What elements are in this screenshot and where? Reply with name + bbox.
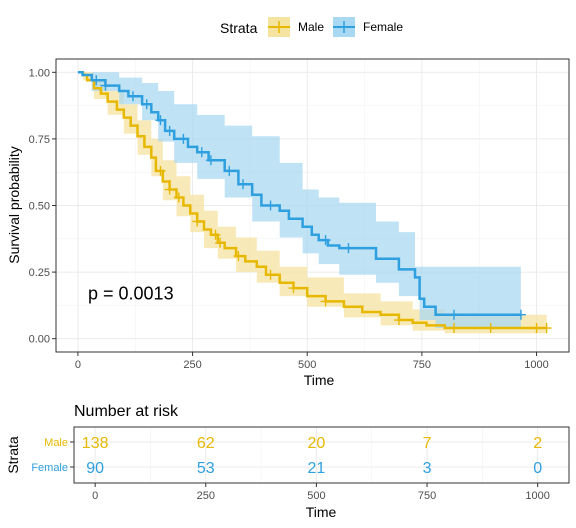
censor-mark-female <box>141 99 152 110</box>
risk-row-label-female: Female <box>31 462 68 474</box>
censor-mark-female <box>205 155 216 166</box>
risk-cell-female: 90 <box>86 460 104 477</box>
censor-mark-male <box>485 323 496 334</box>
censor-mark-male <box>288 283 299 294</box>
legend-entry-female: Female <box>333 17 403 37</box>
censor-mark-male <box>173 192 184 203</box>
censor-mark-female <box>320 235 331 246</box>
censor-mark-female <box>100 80 111 91</box>
x-tick-label: 750 <box>413 359 431 371</box>
legend-title: Strata <box>220 20 258 36</box>
censor-mark-female <box>155 115 166 126</box>
risk-x-tick-label: 750 <box>418 490 436 502</box>
censor-mark-female <box>238 179 249 190</box>
x-tick-label: 500 <box>298 359 316 371</box>
axis-ticks: 0 250 500 750 1000 0.00 0.25 0.50 0.75 1.00 <box>29 67 549 371</box>
ci-band-male <box>77 72 547 337</box>
survival-curve-male <box>77 71 547 330</box>
risk-x-tick-label: 1000 <box>525 490 549 502</box>
survival-plot: 0 250 500 750 1000 0.00 0.25 0.50 0.75 1.00 p = 0… <box>6 58 570 388</box>
censor-mark-male <box>215 237 226 248</box>
risk-cell-male: 7 <box>423 435 432 452</box>
risk-table-grid <box>74 427 569 483</box>
censor-mark-female <box>448 309 459 320</box>
risk-table-axis-ticks: 0 250 500 750 1000 <box>92 483 550 502</box>
risk-table-cells: 138 62 20 7 2 90 53 21 3 0 <box>82 435 542 477</box>
censor-mark-female <box>265 200 276 211</box>
censor-mark-female <box>343 243 354 254</box>
y-tick-label: 0.75 <box>29 134 50 146</box>
risk-cell-female: 3 <box>423 460 432 477</box>
legend-label-male: Male <box>298 20 324 34</box>
censor-mark-male <box>164 184 175 195</box>
risk-cell-male: 2 <box>533 435 542 452</box>
risk-cell-male: 138 <box>82 435 109 452</box>
censor-mark-male <box>265 269 276 280</box>
risk-cell-female: 0 <box>533 460 542 477</box>
y-tick-label: 0.25 <box>29 267 50 279</box>
risk-x-tick-label: 500 <box>307 490 325 502</box>
censor-mark-female <box>224 165 235 176</box>
confidence-bands <box>77 72 547 337</box>
x-axis-title: Time <box>304 372 335 388</box>
risk-cell-male: 20 <box>308 435 326 452</box>
risk-x-axis-title: Time <box>306 504 337 520</box>
censor-mark-male <box>531 323 542 334</box>
risk-y-axis-title: Strata <box>5 436 21 474</box>
censor-mark-male <box>393 315 404 326</box>
censor-mark-male <box>448 323 459 334</box>
censor-mark-male <box>233 251 244 262</box>
censor-mark-female <box>196 147 207 158</box>
x-tick-label: 1000 <box>524 359 548 371</box>
y-tick-label: 0.00 <box>29 334 50 346</box>
censor-mark-male <box>210 229 221 240</box>
risk-cell-female: 21 <box>308 460 326 477</box>
legend-entry-male: Male <box>268 17 324 37</box>
p-value-annotation: p = 0.0013 <box>88 283 174 303</box>
risk-x-tick-label: 0 <box>92 490 98 502</box>
censor-mark-female <box>515 309 526 320</box>
censor-mark-male <box>320 296 331 307</box>
legend-label-female: Female <box>363 20 403 34</box>
censor-mark-female <box>178 133 189 144</box>
risk-cell-male: 62 <box>197 435 215 452</box>
risk-table-background <box>74 427 569 483</box>
x-tick-label: 0 <box>75 359 81 371</box>
legend: Strata Male Female <box>220 17 403 37</box>
risk-cell-female: 53 <box>197 460 215 477</box>
y-axis-title: Survival probability <box>6 146 22 264</box>
risk-x-tick-label: 250 <box>197 490 215 502</box>
risk-table-title: Number at risk <box>74 403 179 420</box>
censor-mark-female <box>164 125 175 136</box>
y-tick-label: 1.00 <box>29 67 50 79</box>
censor-marks <box>91 75 552 334</box>
risk-table-row-labels: Male Female <box>31 437 74 474</box>
censor-mark-female <box>127 91 138 102</box>
risk-table: Number at risk 138 62 20 7 2 90 53 21 3 0 Male Fem… <box>5 403 570 520</box>
risk-row-label-male: Male <box>44 437 68 449</box>
censor-mark-male <box>155 165 166 176</box>
y-tick-label: 0.50 <box>29 201 50 213</box>
risk-table-border <box>73 426 570 484</box>
censor-mark-male <box>541 323 552 334</box>
censor-mark-female <box>91 75 102 86</box>
x-tick-label: 250 <box>183 359 201 371</box>
ci-band-female <box>77 72 521 328</box>
censor-mark-male <box>192 216 203 227</box>
